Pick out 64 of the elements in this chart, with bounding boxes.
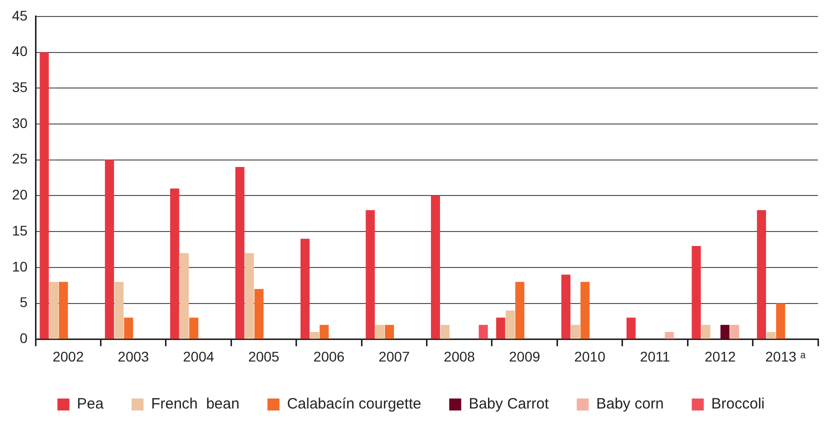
bar [515, 282, 524, 339]
bar [300, 238, 310, 339]
bar [114, 282, 124, 339]
bar [766, 332, 776, 339]
bar [776, 303, 786, 339]
y-tick-label: 20 [12, 186, 28, 203]
x-tick-label: 2007 [378, 348, 410, 364]
y-tick-label: 25 [12, 150, 28, 167]
legend-label: French bean [151, 396, 240, 413]
bar [58, 282, 68, 339]
bar [570, 324, 580, 339]
x-tick-label: 2004 [183, 348, 214, 364]
bar [720, 324, 730, 339]
bar [124, 318, 134, 339]
bar [40, 52, 49, 339]
legend-label: Calabacín courgette [286, 396, 422, 413]
legend-label: Baby Carrot [468, 396, 550, 413]
bar [506, 310, 515, 339]
x-tick-label: 2002 [52, 348, 84, 364]
x-tick-label: 2006 [313, 348, 345, 364]
bar [49, 282, 58, 339]
bar [310, 332, 320, 339]
x-tick-label: 2011 [640, 348, 670, 364]
x-tick-label: 2012 [704, 348, 736, 364]
bar [496, 318, 506, 339]
y-tick-label: 30 [12, 114, 28, 131]
x-tick-label: 2005 [248, 348, 280, 364]
bar [235, 167, 244, 339]
y-tick-label: 45 [12, 7, 28, 24]
bar [701, 324, 710, 339]
bar [320, 324, 329, 339]
bar [561, 274, 570, 339]
y-tick-label: 35 [12, 78, 28, 95]
x-tick-label: 2009 [509, 348, 540, 364]
legend-label: Broccoli [711, 396, 765, 413]
legend-label: Baby corn [596, 396, 664, 413]
bar [626, 318, 636, 339]
y-tick-label: 40 [12, 43, 28, 60]
y-tick-label: 0 [20, 330, 28, 346]
bar [189, 318, 198, 339]
bar [440, 324, 450, 339]
x-tick-label: 2013 ᵃ [765, 348, 806, 364]
bar [104, 160, 114, 339]
bar [580, 282, 590, 339]
bar [730, 324, 740, 339]
x-tick-label: 2010 [574, 348, 606, 364]
bar [430, 196, 440, 339]
x-tick-label: 2008 [444, 348, 476, 364]
bar [180, 253, 189, 339]
y-tick-label: 5 [20, 294, 28, 310]
legend-label: Pea [76, 396, 104, 413]
y-tick-label: 15 [12, 222, 28, 238]
bar [756, 210, 766, 339]
y-tick-label: 10 [12, 258, 28, 274]
x-tick-label: 2003 [118, 348, 150, 364]
bar [384, 324, 394, 339]
bar [170, 188, 180, 339]
bar [366, 210, 375, 339]
bar [244, 253, 254, 339]
bar [375, 324, 384, 339]
bar [664, 332, 674, 339]
bar [692, 246, 701, 339]
bar [478, 324, 488, 339]
bar [254, 288, 264, 339]
